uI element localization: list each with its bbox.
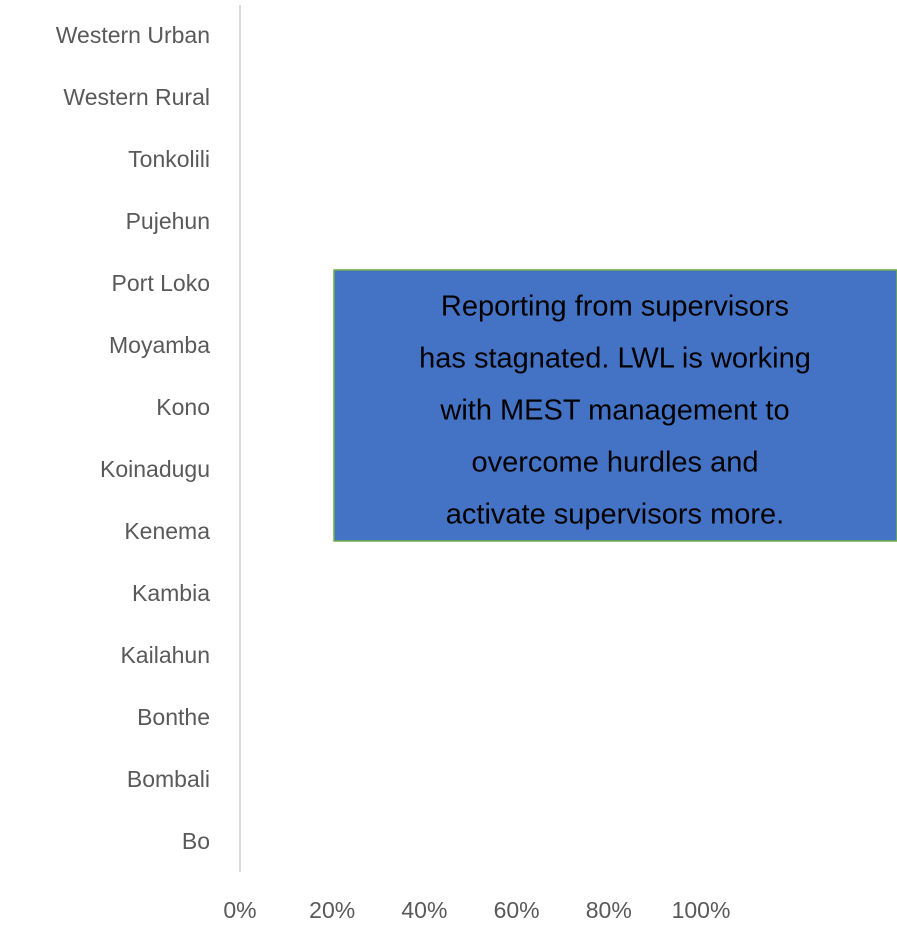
x-tick-label: 80% [586,897,632,923]
y-tick-label: Bonthe [137,704,210,730]
y-tick-label: Koinadugu [100,456,210,482]
y-tick-label: Kono [156,394,210,420]
y-tick-label: Kambia [132,580,210,606]
y-tick-label: Pujehun [126,208,210,234]
y-tick-label: Bo [182,828,210,854]
y-tick-label: Port Loko [112,270,210,296]
x-tick-label: 0% [223,897,256,923]
y-tick-label: Kenema [124,518,210,544]
x-tick-label: 40% [401,897,447,923]
y-tick-label: Western Urban [56,22,210,48]
y-tick-label: Tonkolili [128,146,210,172]
y-tick-label: Bombali [127,766,210,792]
annotation-text: activate supervisors more. [446,499,784,531]
x-tick-label: 60% [494,897,540,923]
y-tick-label: Western Rural [63,84,210,110]
x-tick-label: 20% [309,897,355,923]
y-tick-label: Kailahun [120,642,210,668]
annotation-box [333,269,897,542]
annotation-text: with MEST management to [439,395,789,427]
annotation-text: Reporting from supervisors [441,291,789,323]
annotation-text: has stagnated. LWL is working [419,343,811,375]
y-tick-label: Moyamba [109,332,210,358]
x-tick-label: 100% [672,897,731,923]
annotation-text: overcome hurdles and [472,447,759,479]
